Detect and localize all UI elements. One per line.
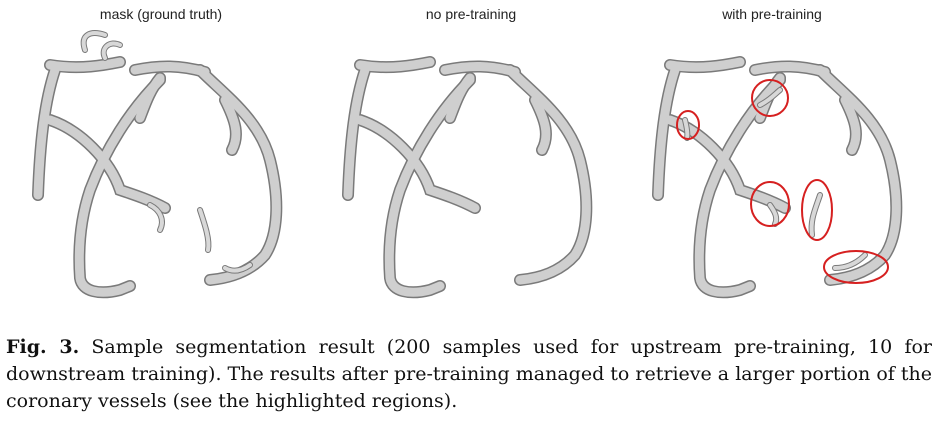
highlight-region-1 <box>676 110 700 140</box>
figure-caption: Fig. 3. Sample segmentation result (200 … <box>6 334 932 415</box>
highlight-region-2 <box>751 79 789 117</box>
highlight-region-5 <box>823 250 889 284</box>
panel-label-no-pretraining: no pre-training <box>425 6 517 22</box>
panel-label-with-pretraining: with pre-training <box>722 6 822 22</box>
caption-text: Sample segmentation result (200 samples … <box>6 336 932 412</box>
highlight-region-3 <box>750 181 790 227</box>
highlight-region-4 <box>801 179 833 241</box>
caption-label: Fig. 3. <box>6 336 80 358</box>
vessel-tree-no-pretraining <box>348 62 586 292</box>
vessel-tree-with-pretraining <box>658 62 896 292</box>
figure: mask (ground truth) no pre-training with… <box>0 6 937 310</box>
panel-label-ground-truth: mask (ground truth) <box>99 6 223 22</box>
vessel-tree-ground-truth <box>38 30 276 292</box>
vessel-renderings <box>0 30 937 310</box>
